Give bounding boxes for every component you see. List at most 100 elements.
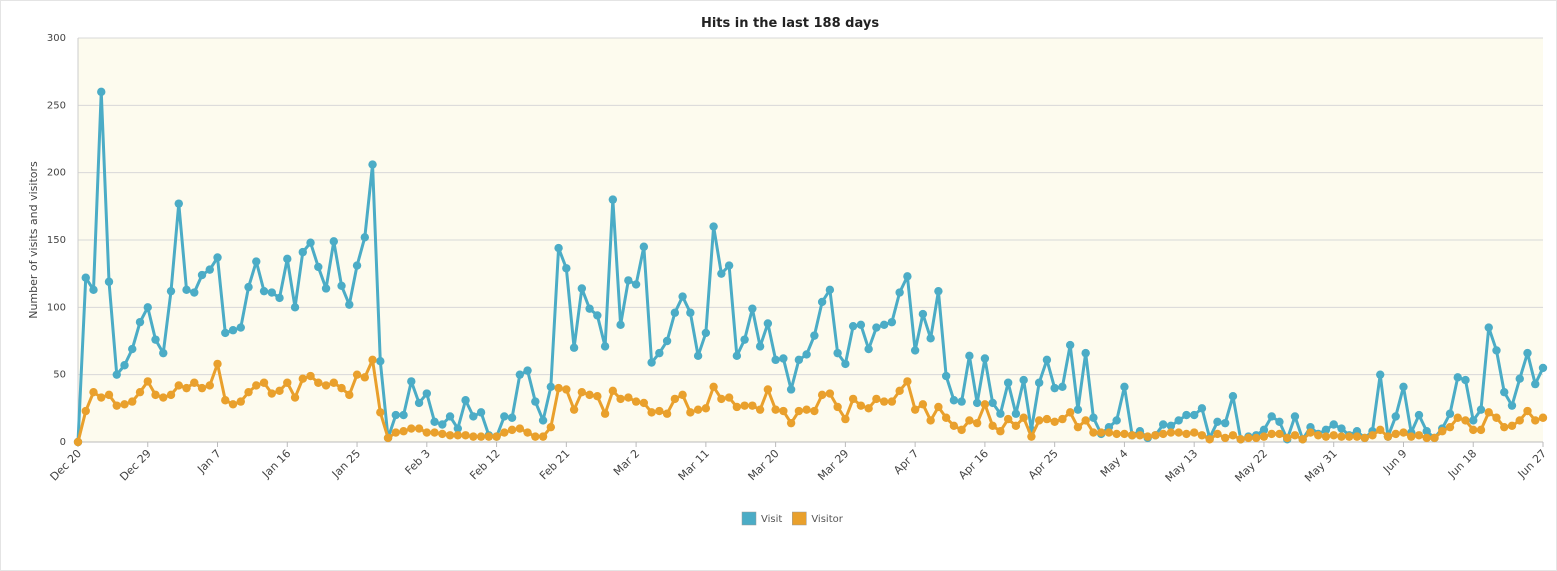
point xyxy=(237,397,245,405)
point xyxy=(1461,376,1469,384)
point xyxy=(1392,430,1400,438)
point xyxy=(1376,426,1384,434)
point xyxy=(880,321,888,329)
point xyxy=(1182,411,1190,419)
point xyxy=(268,389,276,397)
point xyxy=(632,280,640,288)
point xyxy=(252,381,260,389)
point xyxy=(182,286,190,294)
point xyxy=(671,395,679,403)
point xyxy=(182,384,190,392)
point xyxy=(833,403,841,411)
point xyxy=(1081,416,1089,424)
y-tick-label: 250 xyxy=(47,100,66,111)
point xyxy=(454,431,462,439)
point xyxy=(1097,428,1105,436)
point xyxy=(1291,412,1299,420)
point xyxy=(128,345,136,353)
point xyxy=(926,416,934,424)
point xyxy=(810,407,818,415)
point xyxy=(585,391,593,399)
point xyxy=(260,287,268,295)
point xyxy=(841,415,849,423)
point xyxy=(1407,432,1415,440)
point xyxy=(1539,364,1547,372)
point xyxy=(756,405,764,413)
point xyxy=(547,383,555,391)
point xyxy=(570,344,578,352)
legend-swatch xyxy=(792,512,806,525)
point xyxy=(578,284,586,292)
point xyxy=(965,352,973,360)
point xyxy=(1392,412,1400,420)
point xyxy=(1523,349,1531,357)
point xyxy=(802,405,810,413)
point xyxy=(1477,405,1485,413)
point xyxy=(903,377,911,385)
point xyxy=(640,399,648,407)
point xyxy=(1516,416,1524,424)
point xyxy=(1190,411,1198,419)
point xyxy=(1485,408,1493,416)
point xyxy=(415,424,423,432)
point xyxy=(1012,410,1020,418)
point xyxy=(787,419,795,427)
point xyxy=(748,401,756,409)
point xyxy=(647,408,655,416)
point xyxy=(919,400,927,408)
point xyxy=(376,357,384,365)
point xyxy=(702,329,710,337)
point xyxy=(1430,434,1438,442)
point xyxy=(1174,428,1182,436)
point xyxy=(1485,323,1493,331)
point xyxy=(601,410,609,418)
point xyxy=(1454,373,1462,381)
point xyxy=(1143,432,1151,440)
point xyxy=(849,395,857,403)
point xyxy=(516,424,524,432)
point xyxy=(1159,430,1167,438)
point xyxy=(841,360,849,368)
point xyxy=(1531,416,1539,424)
point xyxy=(663,410,671,418)
y-tick-label: 150 xyxy=(47,235,66,246)
point xyxy=(562,385,570,393)
point xyxy=(97,88,105,96)
point xyxy=(795,356,803,364)
point xyxy=(1066,341,1074,349)
point xyxy=(345,391,353,399)
point xyxy=(275,387,283,395)
point xyxy=(740,401,748,409)
point xyxy=(950,422,958,430)
point xyxy=(237,323,245,331)
point xyxy=(826,389,834,397)
point xyxy=(655,349,663,357)
point xyxy=(1182,430,1190,438)
point xyxy=(306,238,314,246)
point xyxy=(368,160,376,168)
point xyxy=(1260,432,1268,440)
point xyxy=(981,354,989,362)
point xyxy=(283,379,291,387)
point xyxy=(306,372,314,380)
point xyxy=(353,261,361,269)
point xyxy=(190,379,198,387)
point xyxy=(686,309,694,317)
point xyxy=(934,287,942,295)
point xyxy=(888,318,896,326)
point xyxy=(1221,434,1229,442)
point xyxy=(260,379,268,387)
point xyxy=(1461,416,1469,424)
point xyxy=(872,395,880,403)
point xyxy=(570,405,578,413)
point xyxy=(221,396,229,404)
point xyxy=(291,303,299,311)
point xyxy=(1174,416,1182,424)
point xyxy=(1043,356,1051,364)
point xyxy=(1500,388,1508,396)
y-tick-label: 50 xyxy=(53,370,66,381)
point xyxy=(446,412,454,420)
point xyxy=(640,243,648,251)
point xyxy=(988,399,996,407)
point xyxy=(725,393,733,401)
